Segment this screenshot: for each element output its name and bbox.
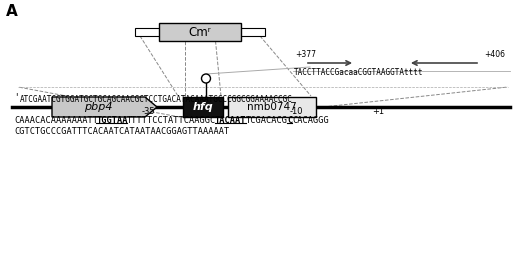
Text: hfq: hfq — [193, 102, 213, 112]
Text: CAAACACAAAAAAATT: CAAACACAAAAAAATT — [14, 116, 98, 125]
Text: -10: -10 — [289, 107, 303, 116]
Text: +406: +406 — [484, 50, 505, 59]
Text: CGTCTGCCCGATTTCACAATCATAATAACGGAGTTAAAAAT: CGTCTGCCCGATTTCACAATCATAATAACGGAGTTAAAAA… — [14, 127, 229, 136]
Text: +1: +1 — [372, 107, 384, 116]
Bar — [135, 28, 265, 36]
Text: TGGTAA: TGGTAA — [97, 116, 128, 125]
Text: CACAGGG: CACAGGG — [292, 116, 329, 125]
Text: pbp4: pbp4 — [84, 102, 113, 112]
Text: Cmʳ: Cmʳ — [188, 25, 211, 38]
Text: +377: +377 — [295, 50, 316, 59]
Text: ATCGAATCGTGGATGCTGCAGCAACGCTCCTGACATACAAATGCCCGGCGGAAAACCGC: ATCGAATCGTGGATGCTGCAGCAACGCTCCTGACATACAA… — [20, 95, 293, 104]
Text: ': ' — [15, 92, 18, 102]
Text: A: A — [6, 4, 18, 19]
Text: TACCTTACCGacaaCGGTAAGGTAtttt: TACCTTACCGacaaCGGTAAGGTAtttt — [294, 68, 423, 77]
Polygon shape — [52, 97, 157, 117]
Text: -35: -35 — [141, 107, 155, 116]
Bar — [183, 97, 223, 117]
Bar — [228, 97, 316, 117]
Bar — [159, 23, 241, 41]
Text: nmb0747: nmb0747 — [247, 102, 297, 112]
Text: TTTTTCCTATTCAAGGC: TTTTTCCTATTCAAGGC — [127, 116, 217, 125]
Text: C: C — [287, 116, 292, 125]
Circle shape — [201, 74, 210, 83]
Text: TACAAT: TACAAT — [215, 116, 246, 125]
Text: TCGACACG: TCGACACG — [246, 116, 288, 125]
